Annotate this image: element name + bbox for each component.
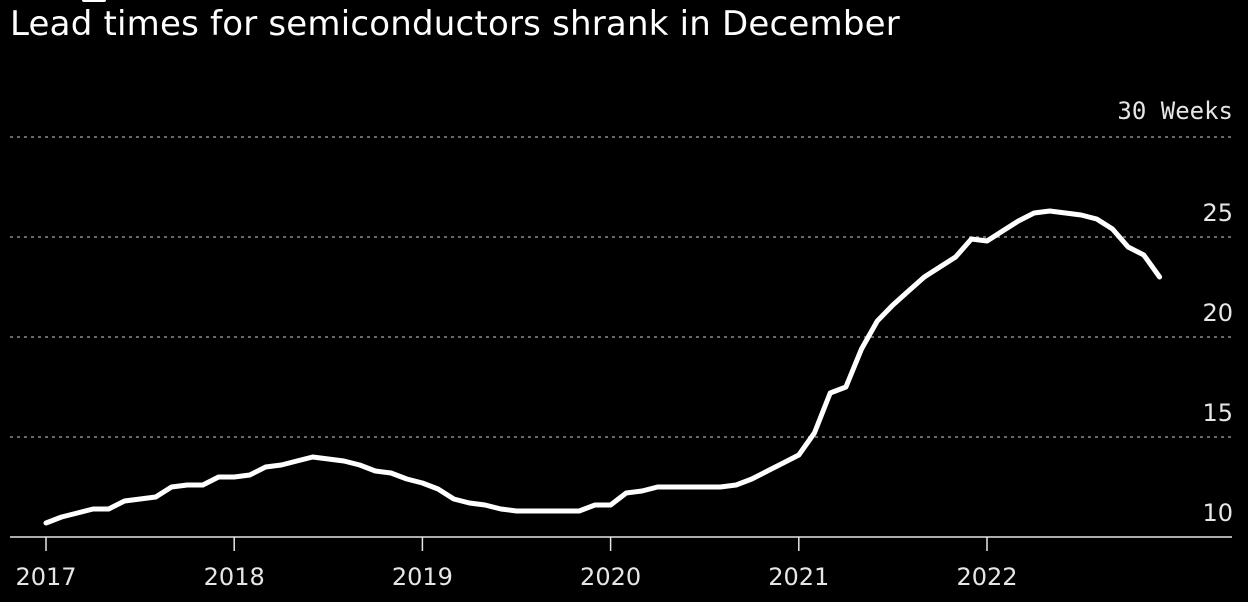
cropped-title-glyph bbox=[82, 0, 106, 2]
x-tick-label-2022: 2022 bbox=[956, 563, 1017, 591]
x-tick-label-2020: 2020 bbox=[580, 563, 641, 591]
chart-subtitle: Lead times for semiconductors shrank in … bbox=[10, 4, 900, 44]
x-tick-label-2021: 2021 bbox=[768, 563, 829, 591]
y-tick-label-10: 10 bbox=[1202, 499, 1233, 527]
y-tick-label-25: 25 bbox=[1202, 199, 1233, 227]
y-axis-labels: 10 15 20 25 30 Weeks bbox=[1117, 97, 1233, 527]
x-tick-label-2019: 2019 bbox=[392, 563, 453, 591]
y-tick-label-20: 20 bbox=[1202, 299, 1233, 327]
chart-header: Lead times for semiconductors shrank in … bbox=[10, 0, 1230, 50]
x-axis: 2017 2018 2019 2020 2021 2022 bbox=[10, 536, 1232, 591]
x-tick-label-2018: 2018 bbox=[204, 563, 265, 591]
y-unit-label: 30 Weeks bbox=[1117, 97, 1233, 125]
y-tick-label-15: 15 bbox=[1202, 399, 1233, 427]
series-layer bbox=[43, 208, 1163, 526]
series-line-0 bbox=[43, 208, 1163, 526]
x-tick-label-2017: 2017 bbox=[15, 563, 76, 591]
gridlines bbox=[10, 136, 1232, 438]
